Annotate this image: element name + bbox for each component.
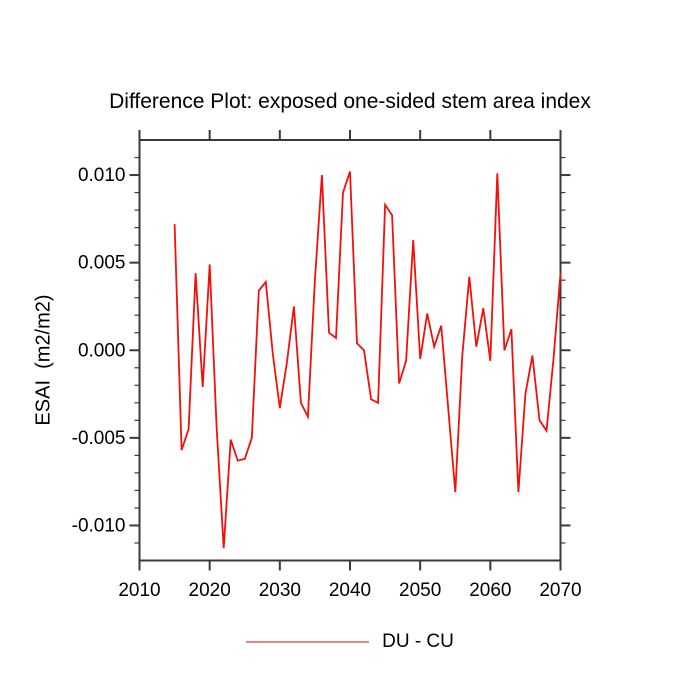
legend: DU - CU bbox=[0, 630, 700, 654]
y-tick-label: 0.010 bbox=[78, 165, 126, 186]
y-tick-label: -0.005 bbox=[72, 428, 126, 449]
axis-frame bbox=[138, 139, 562, 562]
y-tick-label: 0.005 bbox=[78, 253, 126, 274]
y-tick-label: -0.010 bbox=[72, 515, 126, 536]
legend-line-swatch bbox=[246, 641, 370, 643]
x-tick-label: 2010 bbox=[118, 580, 160, 601]
x-tick-label: 2070 bbox=[539, 580, 581, 601]
x-tick-label: 2030 bbox=[259, 580, 301, 601]
y-tick-label: 0.000 bbox=[78, 340, 126, 361]
series-line-DU-CU bbox=[173, 171, 562, 549]
x-tick-label: 2060 bbox=[469, 580, 511, 601]
x-tick-label: 2040 bbox=[329, 580, 371, 601]
legend-series-label: DU - CU bbox=[382, 631, 454, 652]
x-tick-label: 2020 bbox=[189, 580, 231, 601]
x-tick-label: 2050 bbox=[399, 580, 441, 601]
chart-title: Difference Plot: exposed one-sided stem … bbox=[109, 90, 591, 113]
